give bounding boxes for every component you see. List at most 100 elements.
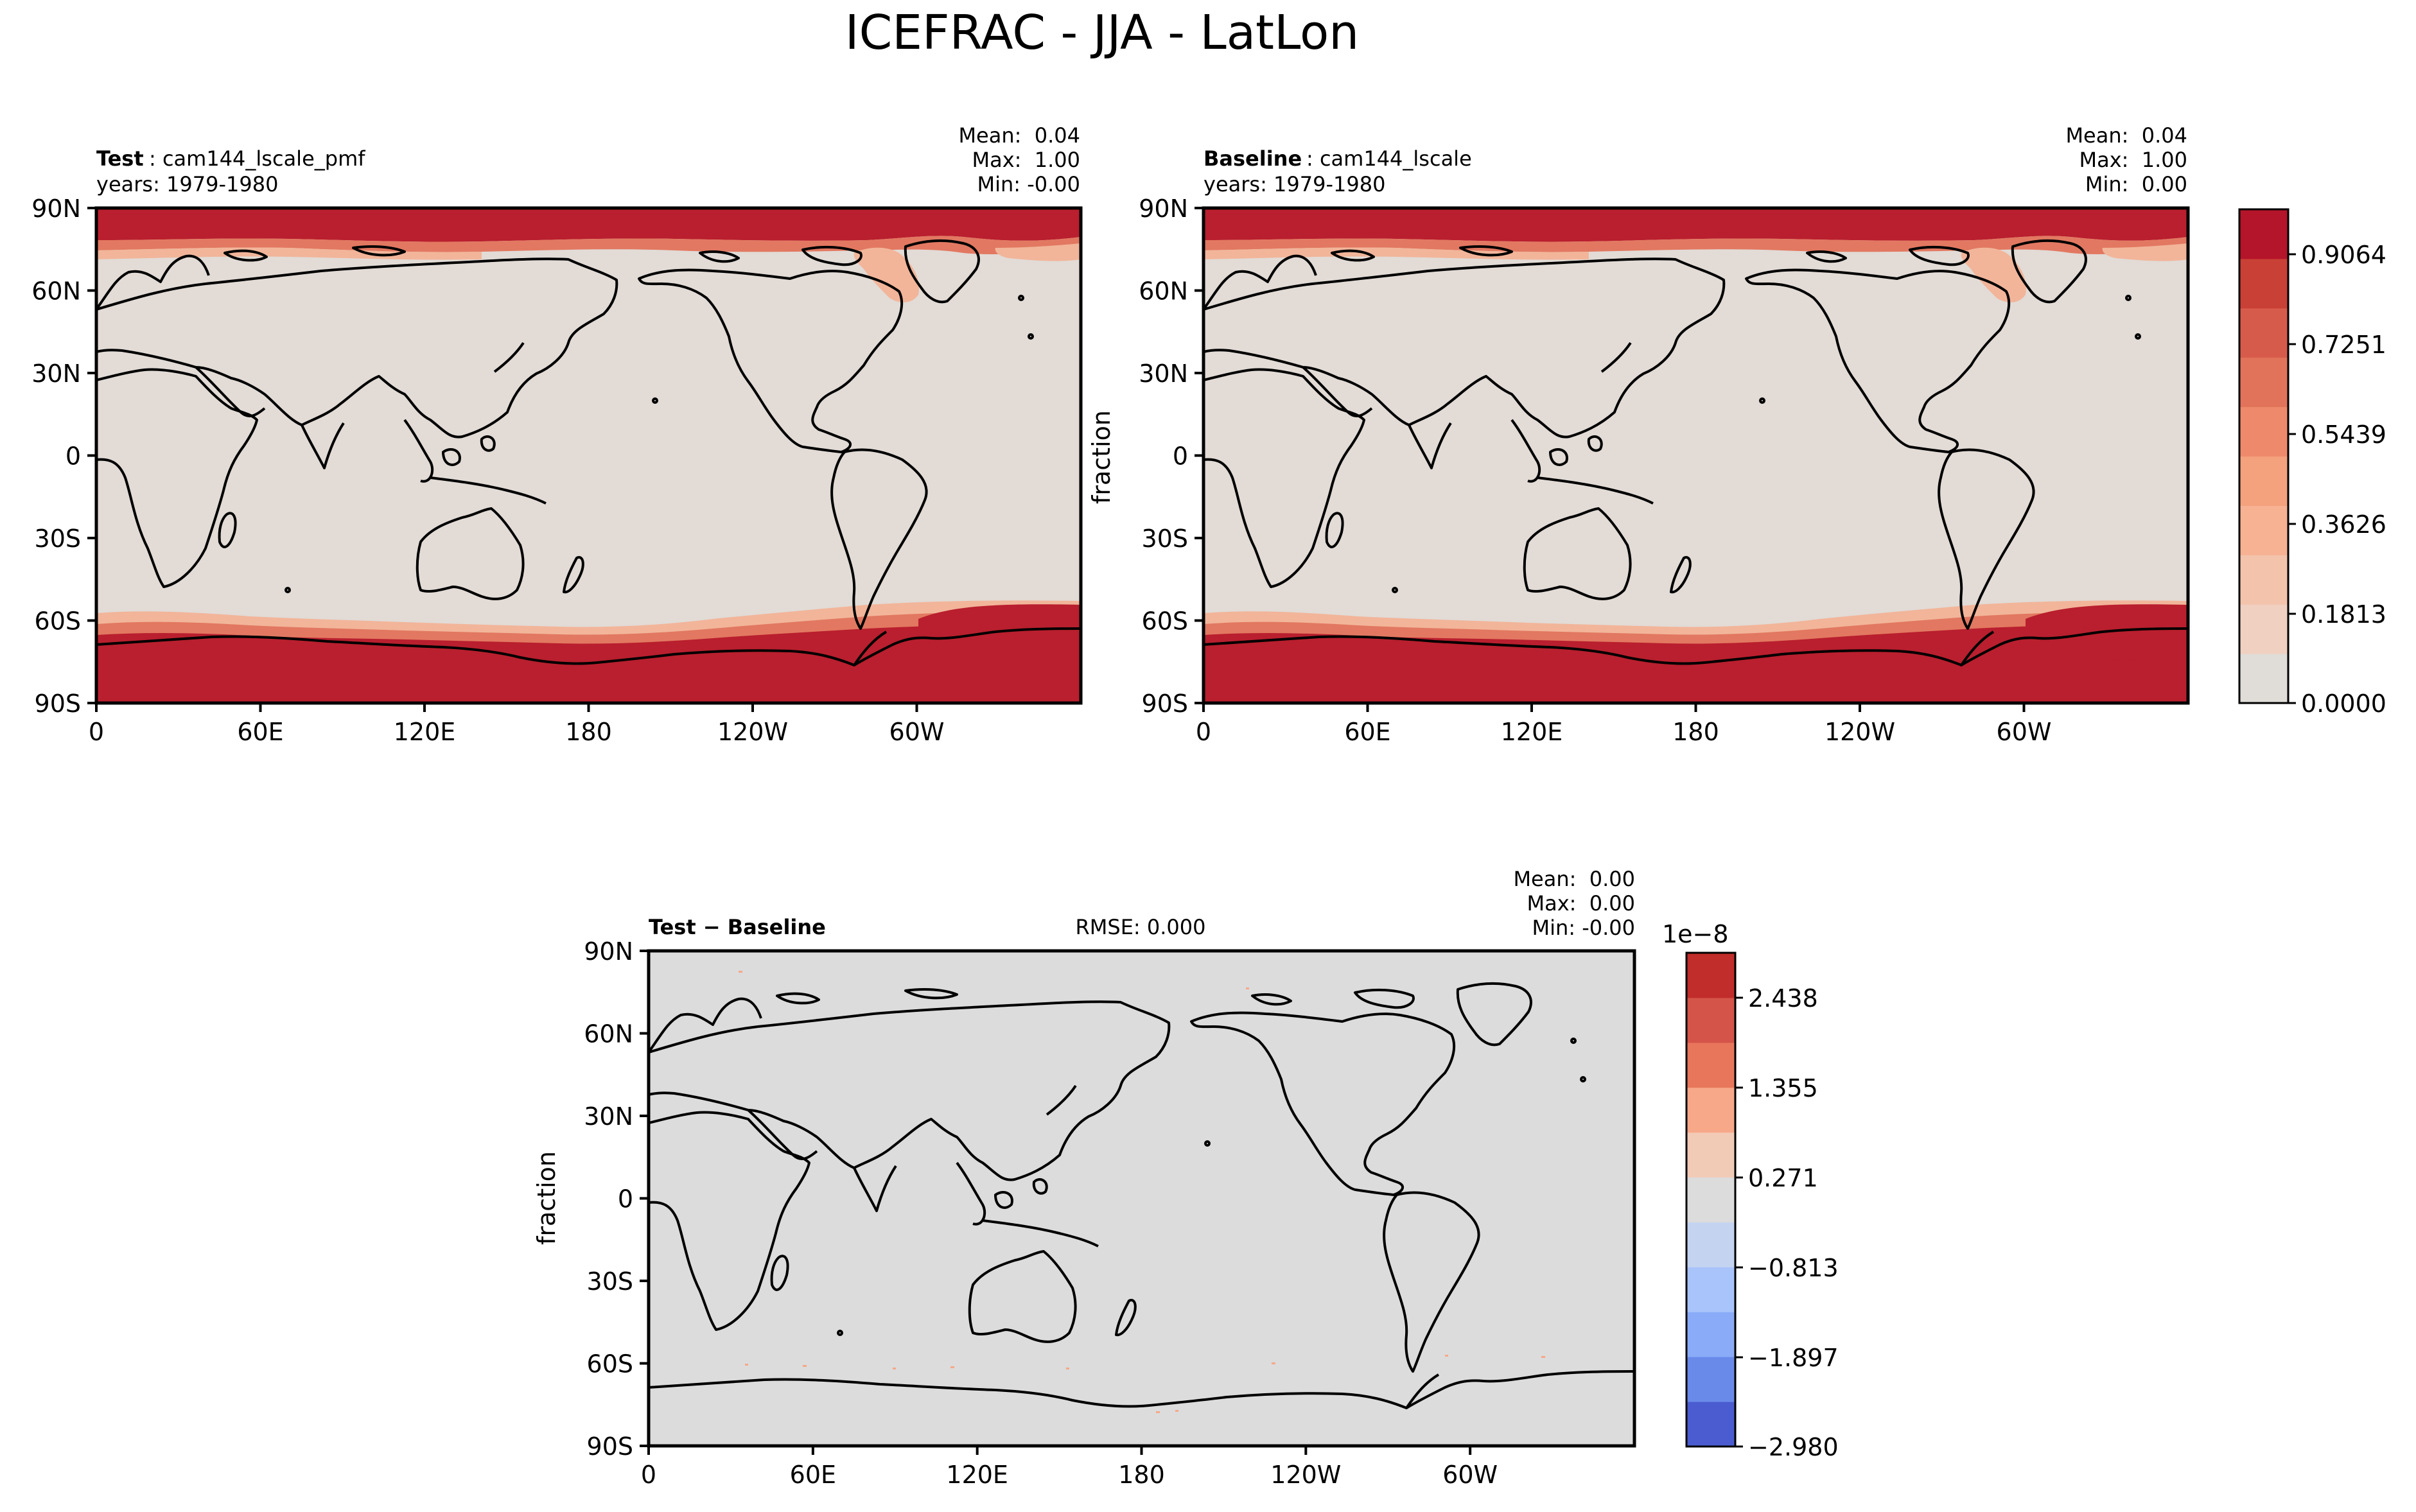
test-label-bold: Test xyxy=(96,146,144,171)
lon-tick-label: 180 xyxy=(1672,718,1719,746)
lon-tick-label: 120W xyxy=(717,718,788,746)
baseline-stat-max: Max: 1.00 xyxy=(2079,148,2187,172)
colorbar-tick-label: −1.897 xyxy=(1748,1344,1839,1372)
colorbar-segment xyxy=(2239,209,2288,259)
baseline-label-bold: Baseline xyxy=(1204,146,1302,171)
colorbar-segment xyxy=(1686,1267,1735,1312)
diff-map-background xyxy=(649,951,1634,1446)
colorbar-segment xyxy=(2239,505,2288,555)
diff-colorbar-exponent: 1e−8 xyxy=(1662,920,1729,948)
lat-tick-label: 60N xyxy=(584,1020,633,1048)
lon-tick-label: 120W xyxy=(1825,718,1895,746)
baseline-label-name: : cam144_lscale xyxy=(1306,146,1472,171)
colorbar-segment xyxy=(1686,1087,1735,1133)
baseline-lat-axis: 90N 60N 30N 0 30S 60S 90S xyxy=(1139,195,1204,718)
colorbar-segment xyxy=(2239,258,2288,309)
baseline-ylabel: fraction xyxy=(1087,410,1116,504)
test-stat-min: Min: -0.00 xyxy=(977,172,1080,196)
main-colorbar: 0.9064 0.7251 0.5439 0.3626 0.1813 0.0000 xyxy=(2238,208,2386,718)
lon-tick-label: 120W xyxy=(1270,1461,1341,1489)
test-years: years: 1979-1980 xyxy=(96,172,278,196)
colorbar-frame xyxy=(2238,208,2289,704)
baseline-panel: Baseline : cam144_lscale years: 1979-198… xyxy=(1087,123,2190,746)
colorbar-tick-label: 0.0000 xyxy=(2301,690,2386,718)
diff-speckles xyxy=(739,971,1545,1413)
colorbar-frame xyxy=(1685,952,1737,1448)
lat-tick-label: 30S xyxy=(587,1267,633,1296)
colorbar-segment xyxy=(2239,555,2288,605)
lon-tick-label: 60E xyxy=(237,718,283,746)
colorbar-tick-label: 0.3626 xyxy=(2301,510,2386,539)
colorbar-segment xyxy=(1686,1177,1735,1222)
colorbar-segment xyxy=(1686,1357,1735,1402)
colorbar-segment xyxy=(2239,654,2288,704)
colorbar-segment xyxy=(1686,1312,1735,1357)
diff-rmse: RMSE: 0.000 xyxy=(1076,915,1206,939)
diff-lon-axis: 0 60E 120E 180 120W 60W xyxy=(641,1446,1498,1489)
diff-panel: Test − Baseline RMSE: 0.000 Mean: 0.00 M… xyxy=(532,867,1636,1489)
colorbar-tick-label: 0.7251 xyxy=(2301,331,2386,359)
lon-tick-label: 0 xyxy=(89,718,104,746)
colorbar-tick-label: 0.271 xyxy=(1748,1164,1818,1192)
colorbar-segment xyxy=(2239,604,2288,654)
lat-tick-label: 60S xyxy=(1142,607,1188,636)
colorbar-segment xyxy=(1686,1042,1735,1088)
lon-tick-label: 120E xyxy=(1501,718,1563,746)
lon-tick-label: 180 xyxy=(565,718,612,746)
test-lat-axis: 90N 60N 30N 0 30S 60S 90S xyxy=(31,195,96,718)
colorbar-segment xyxy=(2239,308,2288,358)
baseline-years: years: 1979-1980 xyxy=(1204,172,1385,196)
lat-tick-label: 60N xyxy=(31,277,81,306)
lat-tick-label: 0 xyxy=(1173,442,1188,471)
lat-tick-label: 0 xyxy=(618,1185,633,1213)
lat-tick-label: 0 xyxy=(66,442,81,471)
lat-tick-label: 90S xyxy=(587,1432,633,1461)
lat-tick-label: 90N xyxy=(1139,195,1188,223)
lon-tick-label: 60W xyxy=(1442,1461,1498,1489)
colorbar-segment xyxy=(1686,997,1735,1043)
diff-label: Test − Baseline xyxy=(649,915,826,939)
lat-tick-label: 60S xyxy=(35,607,81,636)
baseline-stat-mean: Mean: 0.04 xyxy=(2065,123,2187,148)
test-panel: Test : cam144_lscale_pmf years: 1979-198… xyxy=(31,123,1083,746)
diff-ylabel: fraction xyxy=(532,1151,561,1245)
lat-tick-label: 30S xyxy=(1142,525,1188,553)
colorbar-tick-label: 0.1813 xyxy=(2301,600,2386,629)
diff-colorbar: 2.438 1.355 0.271 −0.813 −1.897 −2.980 xyxy=(1685,952,1839,1461)
figure-title: ICEFRAC - JJA - LatLon xyxy=(845,5,1359,60)
diff-lat-axis: 90N 60N 30N 0 30S 60S 90S xyxy=(584,937,649,1461)
colorbar-segment xyxy=(2239,406,2288,456)
lon-tick-label: 180 xyxy=(1118,1461,1165,1489)
colorbar-segment xyxy=(2239,357,2288,408)
diff-stat-min: Min: -0.00 xyxy=(1532,916,1635,940)
colorbar-tick-label: 2.438 xyxy=(1748,984,1818,1012)
lon-tick-label: 60W xyxy=(1997,718,2052,746)
colorbar-tick-label: −0.813 xyxy=(1748,1254,1839,1282)
lat-tick-label: 90S xyxy=(35,690,81,718)
lat-tick-label: 90N xyxy=(31,195,81,223)
test-stat-mean: Mean: 0.04 xyxy=(958,123,1080,148)
lat-tick-label: 60S xyxy=(587,1350,633,1378)
colorbar-tick-label: 0.9064 xyxy=(2301,241,2386,269)
lon-tick-label: 60E xyxy=(790,1461,836,1489)
lon-tick-label: 60E xyxy=(1344,718,1390,746)
lat-tick-label: 30N xyxy=(31,360,81,388)
baseline-stat-min: Min: 0.00 xyxy=(2085,172,2187,196)
lat-tick-label: 90S xyxy=(1142,690,1188,718)
lon-tick-label: 120E xyxy=(946,1461,1008,1489)
lon-tick-label: 0 xyxy=(1196,718,1211,746)
lat-tick-label: 90N xyxy=(584,937,633,966)
colorbar-tick-label: −2.980 xyxy=(1748,1433,1839,1461)
test-lon-axis: 0 60E 120E 180 120W 60W xyxy=(89,703,944,746)
colorbar-segment xyxy=(1686,1132,1735,1178)
colorbar-segment xyxy=(2239,456,2288,506)
lat-tick-label: 30N xyxy=(584,1102,633,1131)
test-label-name: : cam144_lscale_pmf xyxy=(149,146,365,171)
lon-tick-label: 120E xyxy=(394,718,456,746)
diff-stat-mean: Mean: 0.00 xyxy=(1513,867,1635,891)
lat-tick-label: 30N xyxy=(1139,360,1188,388)
lat-tick-label: 30S xyxy=(35,525,81,553)
colorbar-segment xyxy=(1686,1222,1735,1267)
colorbar-segment xyxy=(1686,953,1735,998)
